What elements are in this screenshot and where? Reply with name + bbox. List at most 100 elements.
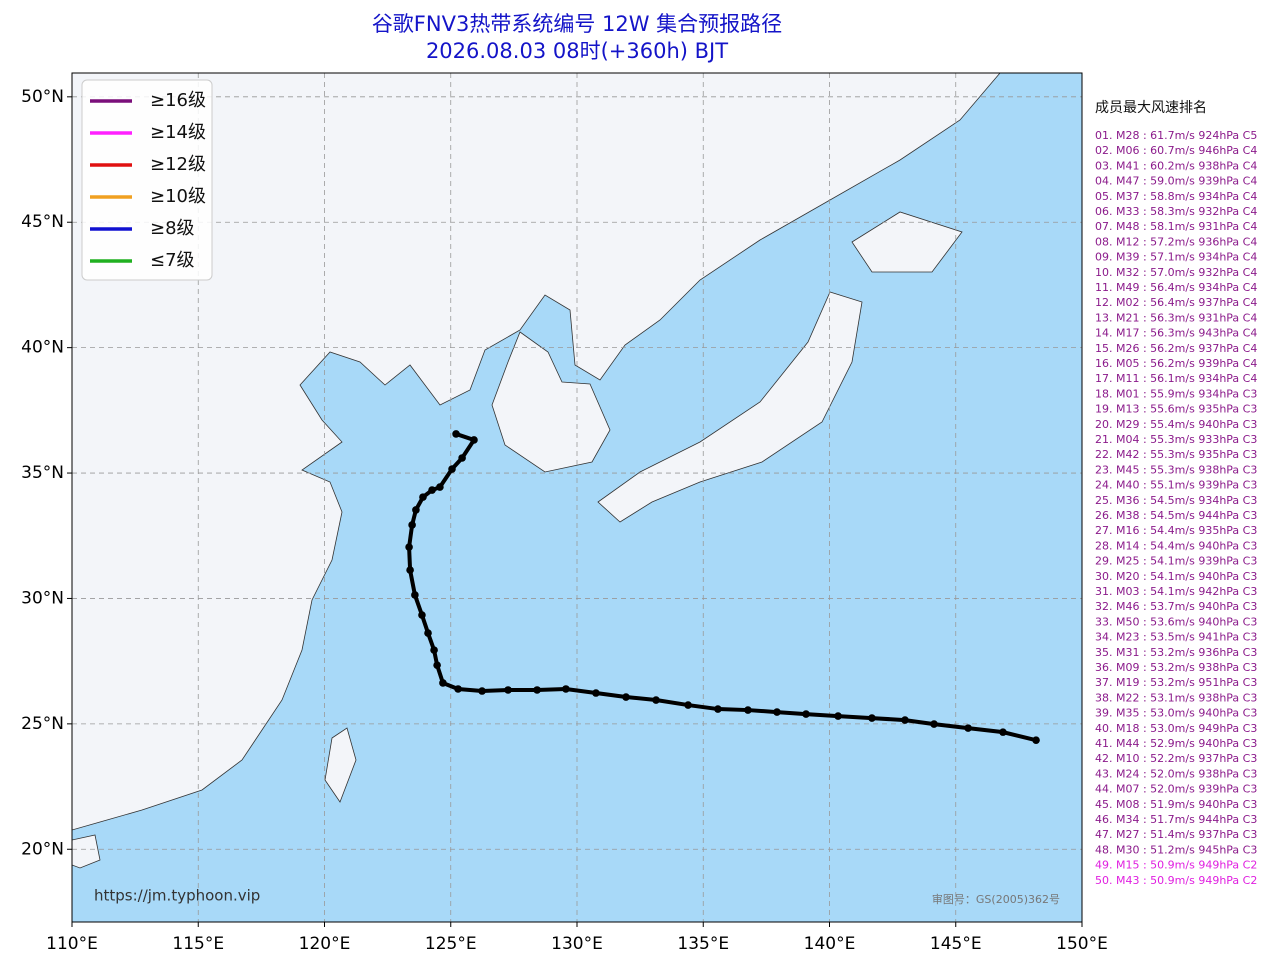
y-tick-label: 20°N bbox=[21, 839, 64, 859]
ranking-item: 08. M12 : 57.2m/s 936hPa C4 bbox=[1095, 235, 1257, 248]
ranking-item: 50. M43 : 50.9m/s 949hPa C2 bbox=[1095, 874, 1257, 887]
map-base bbox=[72, 73, 1082, 922]
ranking-item: 36. M09 : 53.2m/s 938hPa C3 bbox=[1095, 661, 1257, 674]
ranking-item: 32. M46 : 53.7m/s 940hPa C3 bbox=[1095, 600, 1257, 613]
legend-label: ≥8级 bbox=[150, 218, 195, 239]
ranking-item: 09. M39 : 57.1m/s 934hPa C4 bbox=[1095, 251, 1257, 264]
source: https://jm.typhoon.vip bbox=[94, 887, 260, 905]
ranking-item: 27. M16 : 54.4m/s 935hPa C3 bbox=[1095, 524, 1257, 537]
ranking-item: 44. M07 : 52.0m/s 939hPa C3 bbox=[1095, 783, 1257, 796]
honshu bbox=[597, 291, 863, 523]
ranking-item: 24. M40 : 55.1m/s 939hPa C3 bbox=[1095, 479, 1257, 492]
approval: 审图号：GS(2005)362号 bbox=[932, 892, 1060, 906]
track-point bbox=[684, 701, 692, 709]
y-tick-label: 40°N bbox=[21, 338, 64, 358]
track-point bbox=[592, 689, 600, 697]
ranking-item: 25. M36 : 54.5m/s 934hPa C3 bbox=[1095, 494, 1257, 507]
taiwan bbox=[324, 727, 357, 803]
grid bbox=[72, 73, 1082, 922]
ranking-item: 33. M50 : 53.6m/s 940hPa C3 bbox=[1095, 615, 1257, 628]
track-point bbox=[533, 686, 541, 694]
ranking-item: 14. M17 : 56.3m/s 943hPa C4 bbox=[1095, 327, 1257, 340]
track-point bbox=[802, 710, 810, 718]
track-point bbox=[901, 716, 909, 724]
track-point bbox=[424, 629, 432, 637]
ranking-item: 03. M41 : 60.2m/s 938hPa C4 bbox=[1095, 159, 1257, 172]
ranking-item: 42. M10 : 52.2m/s 937hPa C3 bbox=[1095, 752, 1257, 765]
x-tick-label: 130°E bbox=[551, 934, 603, 954]
ranking-item: 38. M22 : 53.1m/s 938hPa C3 bbox=[1095, 691, 1257, 704]
legend-label: ≤7级 bbox=[150, 250, 195, 271]
track-point bbox=[999, 728, 1007, 736]
track-point bbox=[652, 696, 660, 704]
ranking-item: 39. M35 : 53.0m/s 940hPa C3 bbox=[1095, 707, 1257, 720]
ranking-item: 45. M08 : 51.9m/s 940hPa C3 bbox=[1095, 798, 1257, 811]
hokkaido bbox=[851, 211, 963, 273]
ranking-item: 15. M26 : 56.2m/s 937hPa C4 bbox=[1095, 342, 1257, 355]
track-point bbox=[452, 430, 460, 438]
ranking-item: 29. M25 : 54.1m/s 939hPa C3 bbox=[1095, 555, 1257, 568]
track-point bbox=[622, 693, 630, 701]
ranking-item: 11. M49 : 56.4m/s 934hPa C4 bbox=[1095, 281, 1257, 294]
ranking-item: 13. M21 : 56.3m/s 931hPa C4 bbox=[1095, 311, 1257, 324]
ranking-item: 19. M13 : 55.6m/s 935hPa C3 bbox=[1095, 403, 1257, 416]
track-point bbox=[419, 493, 427, 501]
ranking-item: 34. M23 : 53.5m/s 941hPa C3 bbox=[1095, 631, 1257, 644]
track-point bbox=[964, 724, 972, 732]
track-point bbox=[504, 686, 512, 694]
subtitle: 2026.08.03 08时(+360h) BJT bbox=[426, 39, 728, 63]
track-point bbox=[478, 687, 486, 695]
ranking-item: 35. M31 : 53.2m/s 936hPa C3 bbox=[1095, 646, 1257, 659]
track-point bbox=[412, 506, 420, 514]
hainan bbox=[72, 834, 101, 869]
track-point bbox=[470, 436, 478, 444]
title: 谷歌FNV3热带系统编号 12W 集合预报路径 bbox=[372, 12, 782, 36]
ranking-item: 02. M06 : 60.7m/s 946hPa C4 bbox=[1095, 144, 1257, 157]
mean-track bbox=[405, 430, 1040, 744]
ranking-item: 47. M27 : 51.4m/s 937hPa C3 bbox=[1095, 828, 1257, 841]
track-point bbox=[714, 705, 722, 713]
track-point bbox=[834, 712, 842, 720]
y-tick-label: 50°N bbox=[21, 87, 64, 107]
track-point bbox=[430, 646, 438, 654]
y-tick-label: 25°N bbox=[21, 714, 64, 734]
track-point bbox=[406, 566, 414, 574]
x-tick-label: 140°E bbox=[804, 934, 856, 954]
ranking-title: 成员最大风速排名 bbox=[1095, 100, 1207, 116]
legend-label: ≥10级 bbox=[150, 186, 206, 207]
ranking-item: 46. M34 : 51.7m/s 944hPa C3 bbox=[1095, 813, 1257, 826]
ranking-item: 30. M20 : 54.1m/s 940hPa C3 bbox=[1095, 570, 1257, 583]
track-point bbox=[744, 706, 752, 714]
ranking: 01. M28 : 61.7m/s 924hPa C5 02. M06 : 60.… bbox=[1095, 129, 1257, 887]
track-point bbox=[1032, 736, 1040, 744]
ranking-item: 01. M28 : 61.7m/s 924hPa C5 bbox=[1095, 129, 1257, 142]
track-point bbox=[439, 679, 447, 687]
track-point bbox=[433, 661, 441, 669]
ranking-item: 06. M33 : 58.3m/s 932hPa C4 bbox=[1095, 205, 1257, 218]
ranking-item: 21. M04 : 55.3m/s 933hPa C3 bbox=[1095, 433, 1257, 446]
ranking-item: 26. M38 : 54.5m/s 944hPa C3 bbox=[1095, 509, 1257, 522]
y-tick-label: 30°N bbox=[21, 588, 64, 608]
x-tick-label: 115°E bbox=[172, 934, 224, 954]
track-point bbox=[411, 591, 419, 599]
ranking-item: 10. M32 : 57.0m/s 932hPa C4 bbox=[1095, 266, 1257, 279]
track-point bbox=[428, 486, 436, 494]
ranking-item: 17. M11 : 56.1m/s 934hPa C4 bbox=[1095, 372, 1257, 385]
track-point bbox=[405, 543, 413, 551]
ranking-item: 23. M45 : 55.3m/s 938hPa C3 bbox=[1095, 463, 1257, 476]
ticks: 110°E 115°E 120°E 125°E 130°E 135°E 140°E 145°E… bbox=[21, 87, 1108, 954]
ranking-item: 16. M05 : 56.2m/s 939hPa C4 bbox=[1095, 357, 1257, 370]
track-point bbox=[930, 720, 938, 728]
korea bbox=[491, 331, 611, 473]
track-point bbox=[418, 611, 426, 619]
ranking-item: 22. M42 : 55.3m/s 935hPa C3 bbox=[1095, 448, 1257, 461]
ranking-item: 12. M02 : 56.4m/s 937hPa C4 bbox=[1095, 296, 1257, 309]
x-tick-label: 135°E bbox=[677, 934, 729, 954]
ranking-item: 18. M01 : 55.9m/s 934hPa C3 bbox=[1095, 387, 1257, 400]
track-point bbox=[448, 465, 456, 473]
x-tick-label: 120°E bbox=[299, 934, 351, 954]
legend-label: ≥14级 bbox=[150, 122, 206, 143]
ranking-item: 04. M47 : 59.0m/s 939hPa C4 bbox=[1095, 175, 1257, 188]
ranking-item: 40. M18 : 53.0m/s 949hPa C3 bbox=[1095, 722, 1257, 735]
